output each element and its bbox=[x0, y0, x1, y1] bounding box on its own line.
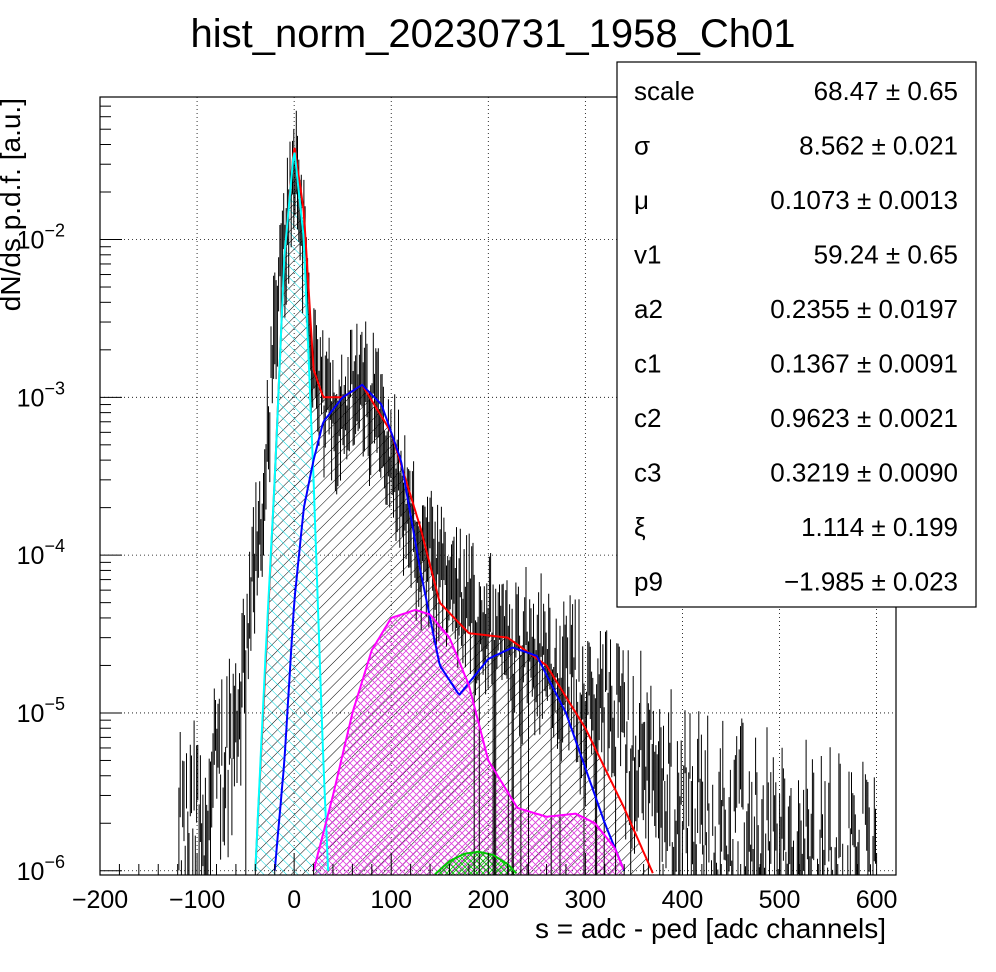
stats-param-name: c2 bbox=[634, 403, 661, 433]
x-tick-label: −100 bbox=[169, 886, 225, 914]
stats-param-name: σ bbox=[634, 131, 650, 161]
x-tick-label: 400 bbox=[662, 886, 704, 914]
stats-param-value: 0.1073 ± 0.0013 bbox=[770, 185, 958, 215]
y-tick-label: 10−6 bbox=[17, 852, 65, 886]
double-pe-component-curve bbox=[312, 608, 625, 872]
histogram-bins bbox=[178, 110, 876, 875]
x-tick-label: 100 bbox=[370, 886, 412, 914]
stats-param-value: 59.24 ± 0.65 bbox=[814, 240, 958, 270]
x-tick-label: 500 bbox=[759, 886, 801, 914]
y-tick-label: 10−5 bbox=[17, 694, 65, 728]
histogram-layer bbox=[178, 110, 876, 875]
stats-param-name: scale bbox=[634, 76, 695, 106]
stats-param-name: a2 bbox=[634, 294, 663, 324]
x-tick-label: 200 bbox=[467, 886, 509, 914]
stats-param-name: μ bbox=[634, 185, 649, 215]
pedestal-component-curve bbox=[254, 152, 330, 871]
y-tick-label: 10−2 bbox=[17, 221, 65, 255]
stats-param-name: v1 bbox=[634, 240, 661, 270]
stats-param-name: c1 bbox=[634, 349, 661, 379]
stats-param-value: 8.562 ± 0.021 bbox=[799, 131, 958, 161]
y-axis-ticks: 10−6 10−5 10−4 10−3 10−2 bbox=[17, 96, 122, 886]
fit-curves bbox=[254, 147, 654, 875]
pedestal-component-fill bbox=[255, 148, 328, 875]
x-tick-label: 300 bbox=[565, 886, 607, 914]
total-fit-curve bbox=[254, 147, 654, 874]
single-pe-component-curve bbox=[273, 383, 626, 872]
stats-param-name: c3 bbox=[634, 458, 661, 488]
triple-pe-component-curve bbox=[434, 850, 518, 875]
x-axis-ticks: −200 −100 0 100 200 300 400 500 600 bbox=[72, 853, 898, 914]
double-pe-component-fill bbox=[313, 610, 625, 875]
x-tick-label: 0 bbox=[287, 886, 301, 914]
stats-box-frame bbox=[616, 61, 977, 608]
y-axis-label: dN/ds p.d.f. [a.u.] bbox=[0, 98, 26, 311]
stats-param-value: 0.2355 ± 0.0197 bbox=[770, 294, 958, 324]
y-tick-label: 10−3 bbox=[17, 378, 65, 412]
stats-param-value: 0.3219 ± 0.0090 bbox=[770, 458, 958, 488]
y-tick-label: 10−4 bbox=[17, 536, 65, 570]
stats-param-value: 0.1367 ± 0.0091 bbox=[770, 349, 958, 379]
stats-param-value: −1.985 ± 0.023 bbox=[784, 567, 958, 597]
stats-param-value: 68.47 ± 0.65 bbox=[814, 76, 958, 106]
x-tick-label: −200 bbox=[72, 886, 128, 914]
stats-box: scale 68.47 ± 0.65 σ 8.562 ± 0.021 μ 0.1073 ±… bbox=[616, 61, 977, 608]
stats-param-name: p9 bbox=[634, 567, 663, 597]
x-axis-label: s = adc - ped [adc channels] bbox=[535, 913, 886, 944]
stats-param-name: ξ bbox=[634, 512, 646, 542]
x-tick-label: 600 bbox=[856, 886, 898, 914]
stats-param-value: 1.114 ± 0.199 bbox=[801, 512, 958, 542]
stats-param-value: 0.9623 ± 0.0021 bbox=[770, 403, 958, 433]
chart-title: hist_norm_20230731_1958_Ch01 bbox=[191, 12, 796, 56]
